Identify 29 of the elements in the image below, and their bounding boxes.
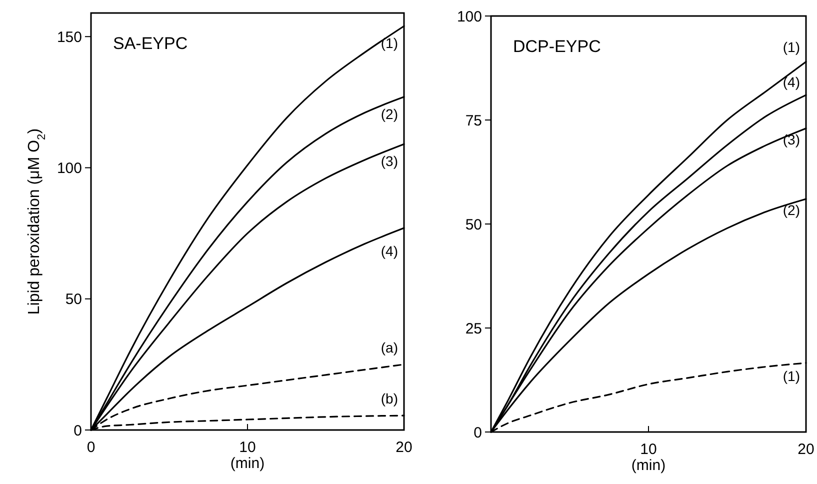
- x-tick-label: 0: [86, 439, 96, 456]
- x-tick-label: 20: [396, 439, 412, 456]
- y-tick-label: 50: [65, 291, 82, 308]
- y-tick-label: 100: [56, 160, 82, 177]
- x-axis-title: (min): [230, 455, 265, 472]
- series-label: (1): [380, 35, 398, 52]
- text: SA-EYPC: [113, 34, 188, 53]
- x-axis-title: (min): [631, 457, 666, 474]
- y-tick-label: 0: [74, 422, 82, 440]
- y-tick-label: 75: [465, 112, 482, 130]
- text: DCP-EYPC: [513, 37, 601, 56]
- y-tick-label: 150: [56, 28, 82, 46]
- series-label: (3): [380, 153, 398, 170]
- x-tick-label: 10: [640, 441, 657, 458]
- y-tick-label: 50: [465, 216, 482, 234]
- series-label: (2): [380, 106, 398, 122]
- series-label: (1): [782, 368, 800, 384]
- series-label: (4): [380, 243, 398, 260]
- x-tick-label: 10: [239, 439, 256, 456]
- x-tick-label: 20: [798, 441, 814, 458]
- series-label: (2): [782, 202, 800, 218]
- series-label: (4): [782, 74, 800, 90]
- series-label: (a): [380, 339, 398, 356]
- y-tick-label: 100: [456, 8, 482, 26]
- series-label: (1): [782, 38, 800, 55]
- y-tick-label: 25: [465, 320, 482, 338]
- series-label: (b): [380, 390, 398, 407]
- series-label: (3): [782, 131, 800, 148]
- y-tick-label: 0: [474, 424, 482, 442]
